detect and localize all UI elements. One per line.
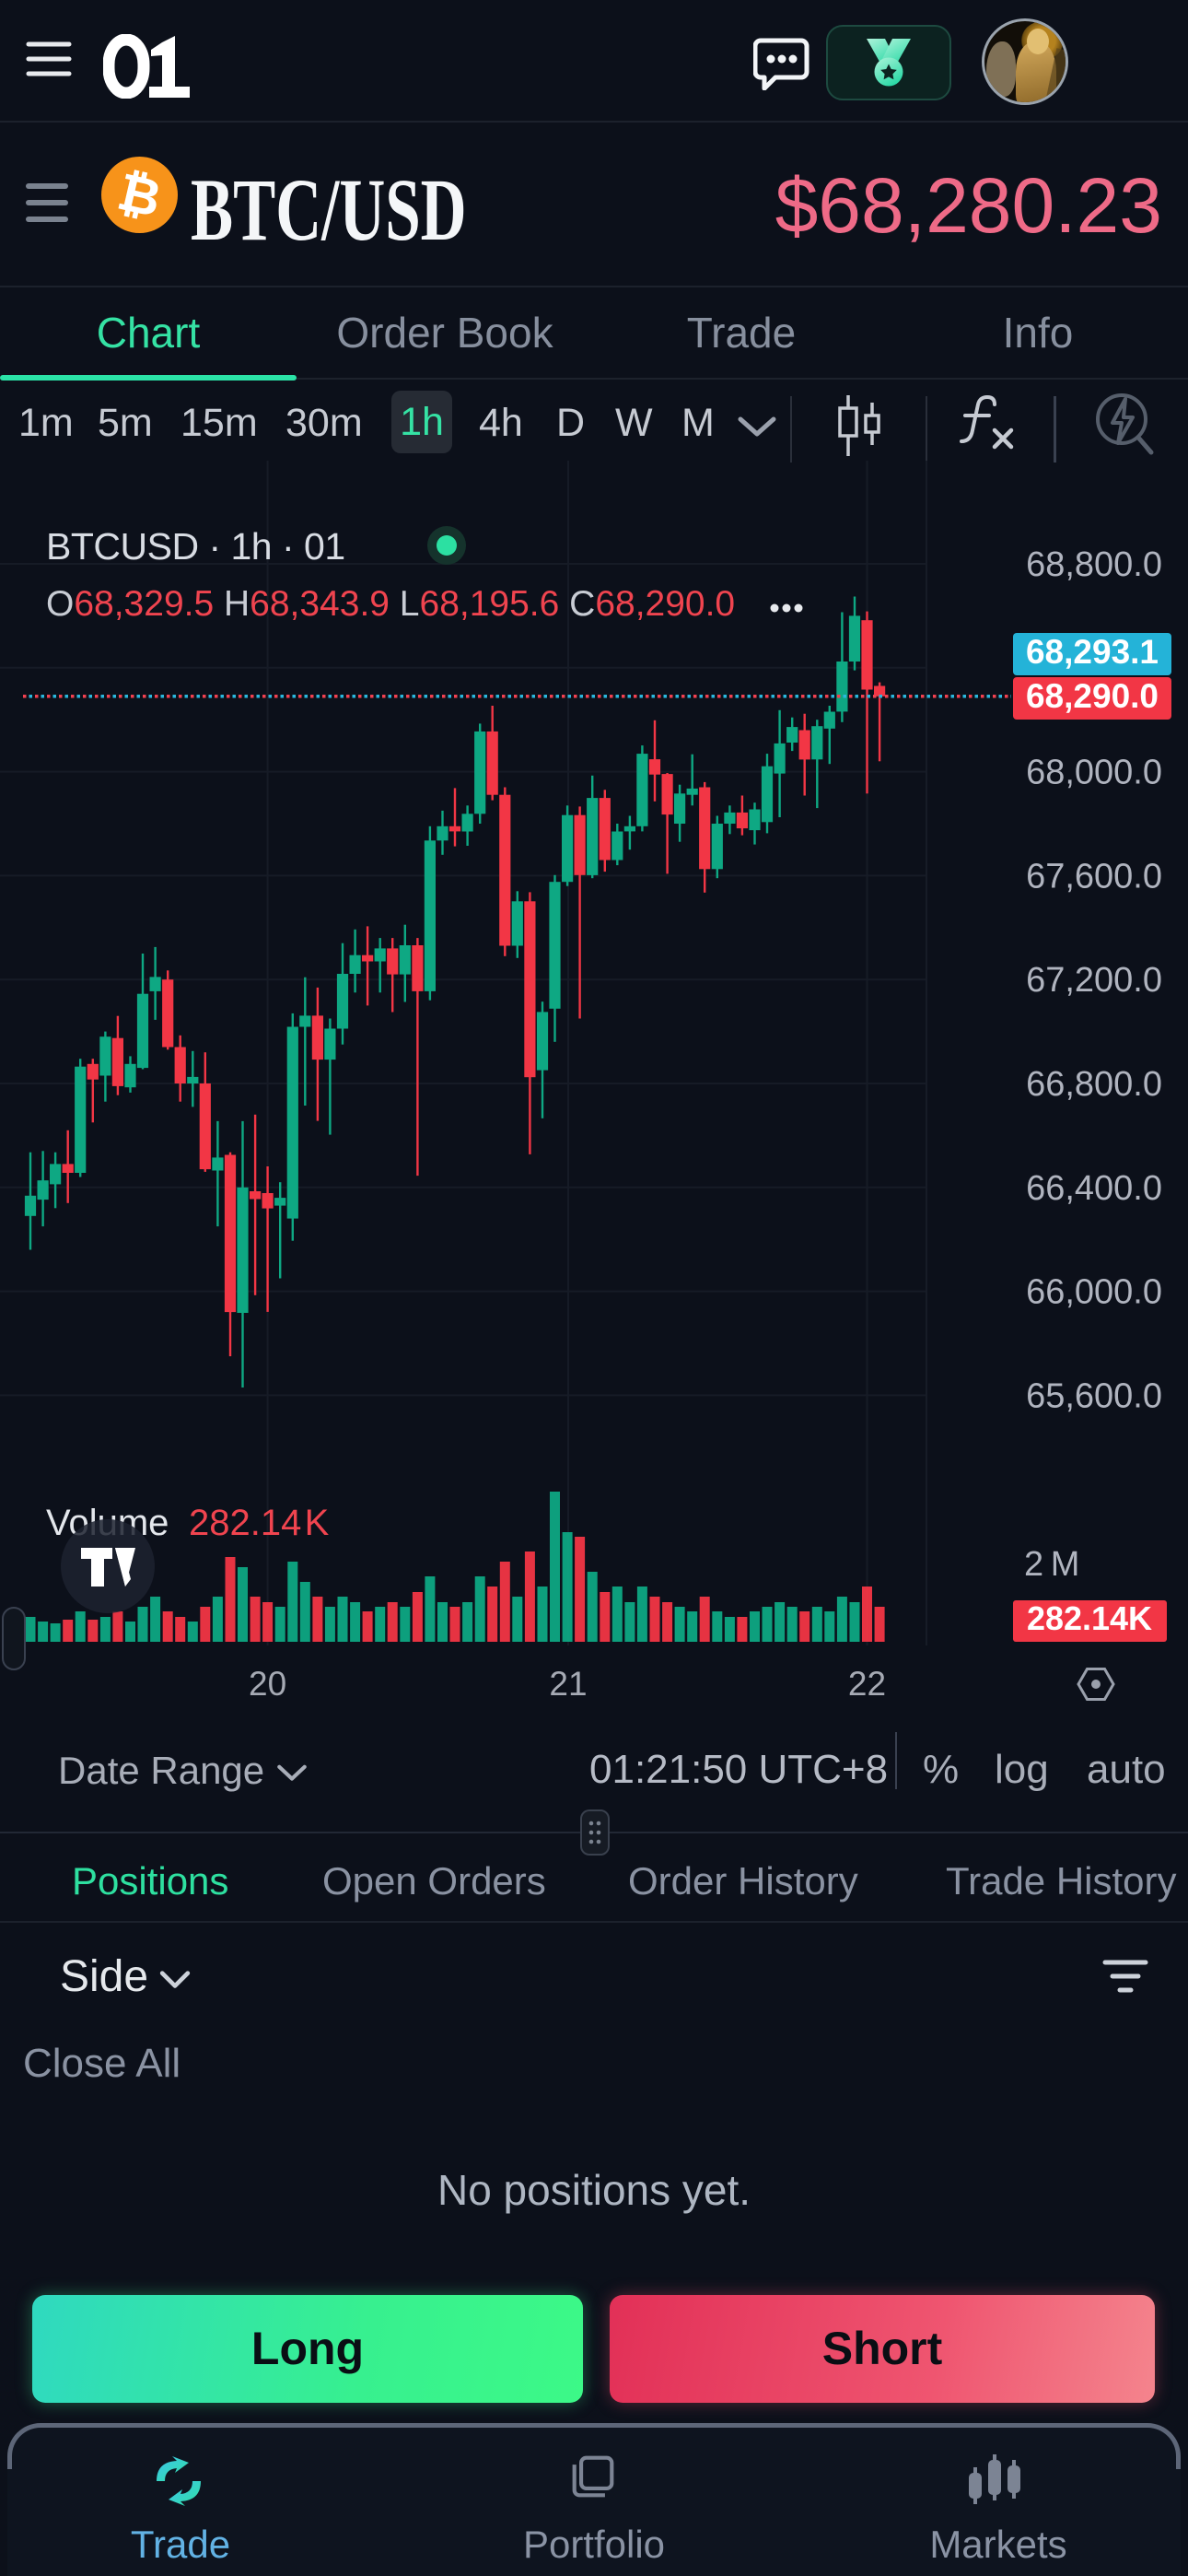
svg-text:O68,329.5 H68,343.9 L68,195.: O68,329.5 H68,343.9 L68,195.6 C68,290.0 xyxy=(46,584,735,624)
svg-text:67,600.0: 67,600.0 xyxy=(1026,857,1162,896)
svg-text:20: 20 xyxy=(249,1665,286,1703)
svg-text:22: 22 xyxy=(848,1665,886,1703)
svg-text:68,293.1: 68,293.1 xyxy=(1026,633,1159,671)
svg-text:66,000.0: 66,000.0 xyxy=(1026,1273,1162,1312)
svg-text:65,600.0: 65,600.0 xyxy=(1026,1376,1162,1415)
svg-text:66,800.0: 66,800.0 xyxy=(1026,1065,1162,1104)
svg-text:BTCUSD · 1h · 01: BTCUSD · 1h · 01 xyxy=(46,525,345,568)
svg-text:67,200.0: 67,200.0 xyxy=(1026,961,1162,1000)
svg-text:282.14 K: 282.14 K xyxy=(189,1503,330,1543)
svg-text:68,290.0: 68,290.0 xyxy=(1026,677,1159,715)
svg-text:68,800.0: 68,800.0 xyxy=(1026,545,1162,584)
svg-text:66,400.0: 66,400.0 xyxy=(1026,1169,1162,1208)
svg-text:2 M: 2 M xyxy=(1024,1545,1079,1584)
svg-text:282.14K: 282.14K xyxy=(1027,1599,1152,1637)
svg-text:68,000.0: 68,000.0 xyxy=(1026,754,1162,792)
svg-text:21: 21 xyxy=(549,1665,587,1703)
